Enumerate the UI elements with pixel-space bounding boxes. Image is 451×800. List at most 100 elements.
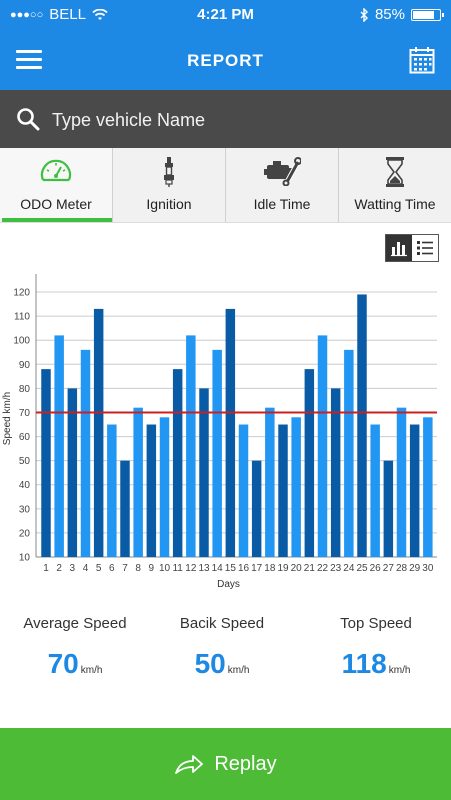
bar-chart-view-button[interactable]	[386, 235, 412, 261]
top-speed-stat: Top Speed 118 km/h	[301, 615, 451, 680]
x-tick-label: 15	[225, 563, 237, 574]
x-tick-label: 11	[172, 563, 183, 574]
x-tick-label: 29	[409, 563, 421, 574]
basic-speed-value: 50	[194, 648, 226, 679]
average-speed-value: 70	[47, 648, 79, 679]
y-tick-label: 40	[19, 480, 31, 491]
chart-bar	[133, 407, 143, 557]
x-tick-label: 5	[96, 563, 102, 574]
tab-watting-time[interactable]: Watting Time	[339, 148, 451, 222]
x-tick-label: 20	[291, 563, 303, 574]
chart-bar	[370, 424, 380, 557]
x-tick-label: 1	[43, 563, 49, 574]
chart-bar	[357, 294, 367, 557]
chart-bar	[54, 335, 64, 557]
basic-speed-label: Bacik Speed	[179, 615, 265, 632]
list-view-button[interactable]	[412, 235, 438, 261]
x-tick-label: 16	[238, 563, 250, 574]
y-tick-label: 50	[19, 456, 31, 467]
speed-summary: Average Speed 70 km/h Bacik Speed 50 km/h …	[0, 615, 451, 695]
battery-icon	[411, 8, 444, 21]
x-tick-label: 28	[396, 563, 408, 574]
x-tick-label: 12	[185, 563, 197, 574]
chart-bar	[172, 369, 183, 557]
y-tick-label: 120	[13, 288, 30, 299]
chart-bar	[383, 460, 394, 557]
bluetooth-icon	[360, 7, 368, 22]
chart-bar	[251, 460, 262, 557]
list-icon	[417, 241, 433, 255]
search-bar	[0, 90, 451, 148]
wifi-icon	[92, 8, 108, 20]
x-tick-label: 25	[356, 563, 368, 574]
chart-bar	[291, 417, 301, 557]
active-tab-indicator	[2, 218, 112, 222]
chart-bar	[93, 308, 104, 557]
average-speed-stat: Average Speed 70 km/h	[0, 615, 150, 680]
chart-bar	[186, 335, 196, 557]
engine-wrench-icon	[264, 157, 301, 186]
chart-bar	[107, 424, 117, 557]
chart-bar	[278, 424, 288, 557]
chart-bar	[80, 349, 91, 557]
replay-arrow-icon	[175, 755, 204, 774]
y-tick-label: 20	[19, 528, 31, 539]
carrier-name: BELL	[49, 6, 86, 23]
speedometer-icon	[40, 159, 72, 182]
chart-bar	[225, 308, 236, 557]
y-tick-label: 60	[19, 432, 31, 443]
chart-bar	[67, 388, 78, 557]
x-tick-label: 6	[109, 563, 115, 574]
x-tick-label: 9	[149, 563, 155, 574]
chart-bar	[396, 407, 407, 557]
y-tick-label: 100	[13, 336, 30, 347]
x-tick-label: 23	[330, 563, 342, 574]
chart-bar	[212, 349, 222, 557]
x-tick-label: 19	[277, 563, 289, 574]
x-tick-label: 10	[159, 563, 171, 574]
chart-bar	[41, 369, 51, 557]
chart-bar	[409, 424, 420, 557]
replay-button[interactable]: Replay	[0, 728, 451, 800]
x-axis-label: Days	[217, 579, 240, 590]
calendar-icon[interactable]	[409, 46, 435, 74]
top-speed-value: 118	[341, 648, 387, 679]
bar-chart-icon	[391, 242, 407, 257]
tab-idle-time[interactable]: Idle Time	[226, 148, 339, 222]
x-tick-label: 26	[370, 563, 382, 574]
x-tick-label: 18	[264, 563, 276, 574]
chart-bar	[199, 388, 209, 557]
status-bar: ●●●○○ BELL 4:21 PM 85%	[0, 0, 451, 30]
chart-bar	[120, 460, 130, 557]
vehicle-search-input[interactable]	[50, 104, 434, 136]
x-tick-label: 30	[422, 563, 434, 574]
battery-percent: 85%	[374, 6, 405, 23]
chart-bar	[317, 335, 328, 557]
status-time: 4:21 PM	[197, 6, 254, 23]
x-tick-label: 22	[317, 563, 329, 574]
y-tick-label: 110	[14, 312, 30, 323]
hamburger-menu-icon[interactable]	[16, 50, 42, 70]
x-tick-label: 8	[135, 563, 141, 574]
chart-bar	[146, 424, 157, 557]
chart-bar	[238, 424, 249, 557]
x-tick-label: 14	[212, 563, 224, 574]
spark-plug-icon	[164, 157, 174, 187]
report-tabs: ODO Meter Ignition	[0, 148, 451, 223]
top-speed-unit: km/h	[388, 665, 411, 676]
y-axis-label: Speed km/h	[2, 392, 13, 445]
hourglass-icon	[386, 157, 404, 187]
x-tick-label: 3	[70, 563, 76, 574]
x-tick-label: 4	[83, 563, 89, 574]
tab-label: Ignition	[146, 196, 192, 212]
x-tick-label: 7	[122, 563, 128, 574]
tab-label: Watting Time	[354, 196, 436, 212]
average-speed-unit: km/h	[80, 665, 103, 676]
chart-bar	[304, 369, 315, 557]
y-tick-label: 70	[19, 408, 31, 419]
app-bar: REPORT	[0, 30, 451, 90]
tab-ignition[interactable]: Ignition	[113, 148, 226, 222]
tab-odo-meter[interactable]: ODO Meter	[0, 148, 113, 222]
average-speed-label: Average Speed	[23, 615, 127, 632]
